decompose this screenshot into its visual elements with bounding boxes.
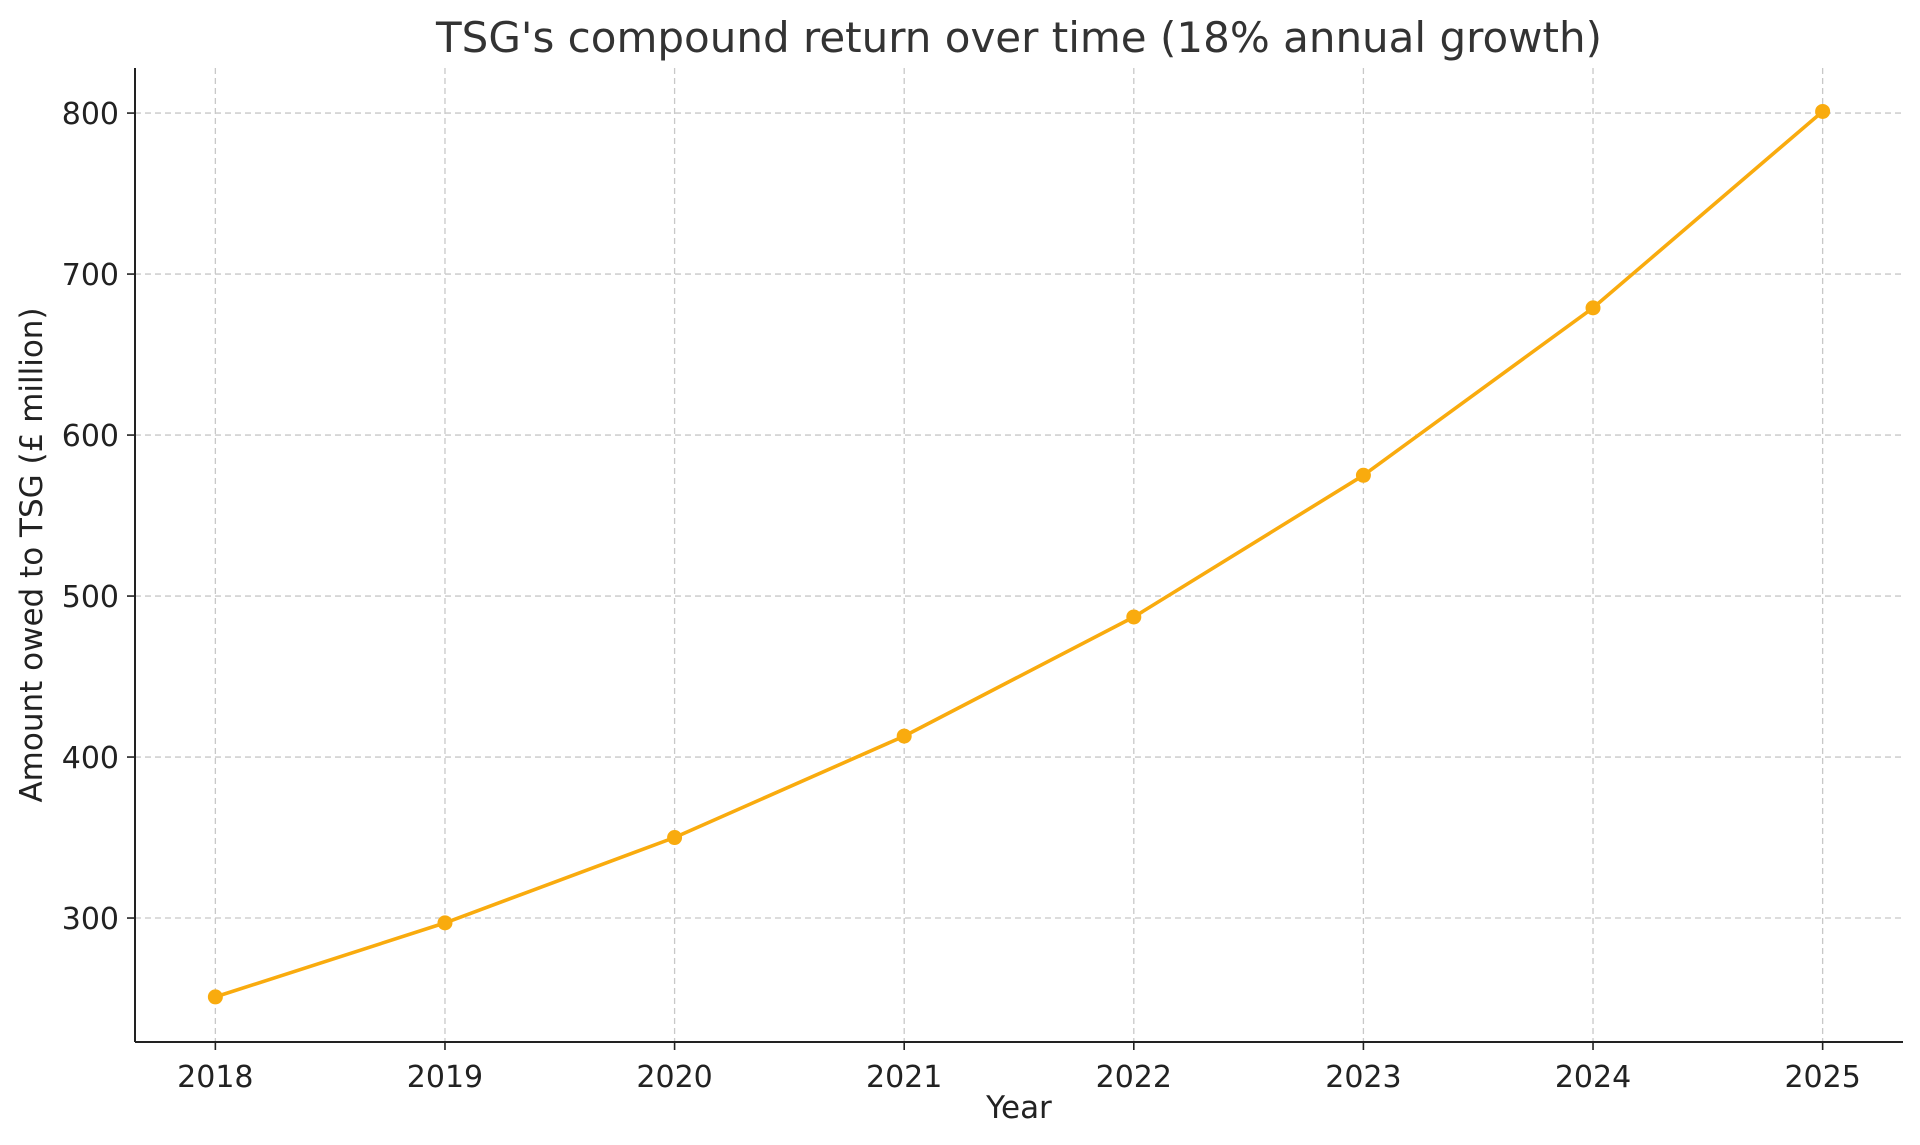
y-tick-label: 400: [62, 741, 119, 776]
x-tick-label: 2018: [177, 1060, 253, 1095]
x-tick-label: 2021: [866, 1060, 942, 1095]
x-tick-label: 2024: [1555, 1060, 1631, 1095]
x-tick-label: 2023: [1325, 1060, 1401, 1095]
x-axis-label: Year: [985, 1090, 1052, 1126]
y-tick-label: 300: [62, 902, 119, 937]
data-point: [207, 989, 223, 1005]
data-point: [1126, 609, 1142, 625]
data-point: [437, 915, 453, 931]
data-point: [896, 728, 912, 744]
x-tick-label: 2020: [636, 1060, 712, 1095]
data-point: [1815, 103, 1831, 119]
x-tick-label: 2025: [1784, 1060, 1860, 1095]
grid: [135, 68, 1903, 1042]
y-tick-label: 500: [62, 580, 119, 615]
axes: [134, 68, 1903, 1043]
x-tick-label: 2019: [407, 1060, 483, 1095]
y-tick-label: 600: [62, 419, 119, 454]
chart-title: TSG's compound return over time (18% ann…: [435, 13, 1602, 62]
y-axis-label: Amount owed to TSG (£ million): [14, 307, 50, 802]
series-line: [213, 109, 1825, 999]
data-point: [667, 830, 683, 846]
x-tick-label: 2022: [1096, 1060, 1172, 1095]
series: [207, 103, 1831, 1005]
y-tick-label: 800: [62, 97, 119, 132]
data-point: [1585, 300, 1601, 316]
data-point: [1355, 467, 1371, 483]
ticks: 2018 2019 2020 2021 2022 2023 2024 2025 300 400 50…: [62, 97, 1861, 1095]
y-tick-label: 700: [62, 258, 119, 293]
